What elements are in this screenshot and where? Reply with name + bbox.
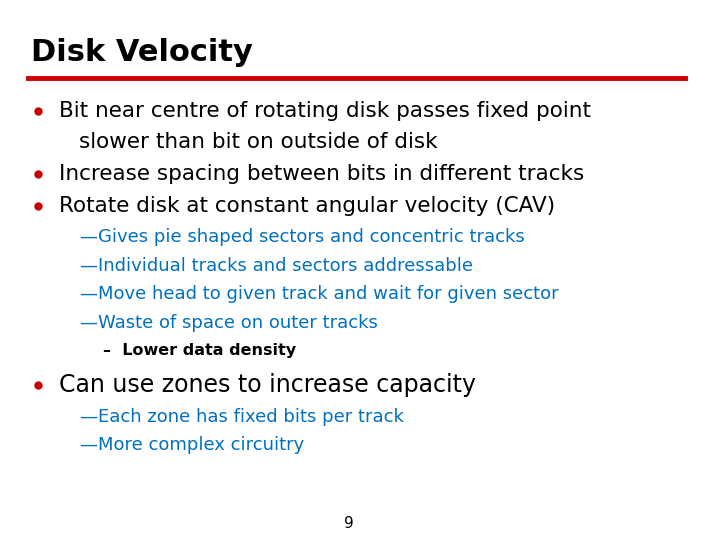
Text: slower than bit on outside of disk: slower than bit on outside of disk [79,132,438,152]
Text: —Each zone has fixed bits per track: —Each zone has fixed bits per track [81,408,404,426]
Text: Disk Velocity: Disk Velocity [32,38,253,67]
Text: 9: 9 [344,516,354,531]
Text: –  Lower data density: – Lower data density [104,343,297,358]
Text: Can use zones to increase capacity: Can use zones to increase capacity [59,373,477,397]
Text: Bit near centre of rotating disk passes fixed point: Bit near centre of rotating disk passes … [59,100,591,121]
Text: —Gives pie shaped sectors and concentric tracks: —Gives pie shaped sectors and concentric… [81,228,525,246]
Text: Increase spacing between bits in different tracks: Increase spacing between bits in differe… [59,164,585,184]
Text: Rotate disk at constant angular velocity (CAV): Rotate disk at constant angular velocity… [59,195,556,216]
Text: —Individual tracks and sectors addressable: —Individual tracks and sectors addressab… [81,256,473,275]
Text: —Waste of space on outer tracks: —Waste of space on outer tracks [81,314,378,332]
Text: —Move head to given track and wait for given sector: —Move head to given track and wait for g… [81,285,559,303]
Text: —More complex circuitry: —More complex circuitry [81,436,305,455]
